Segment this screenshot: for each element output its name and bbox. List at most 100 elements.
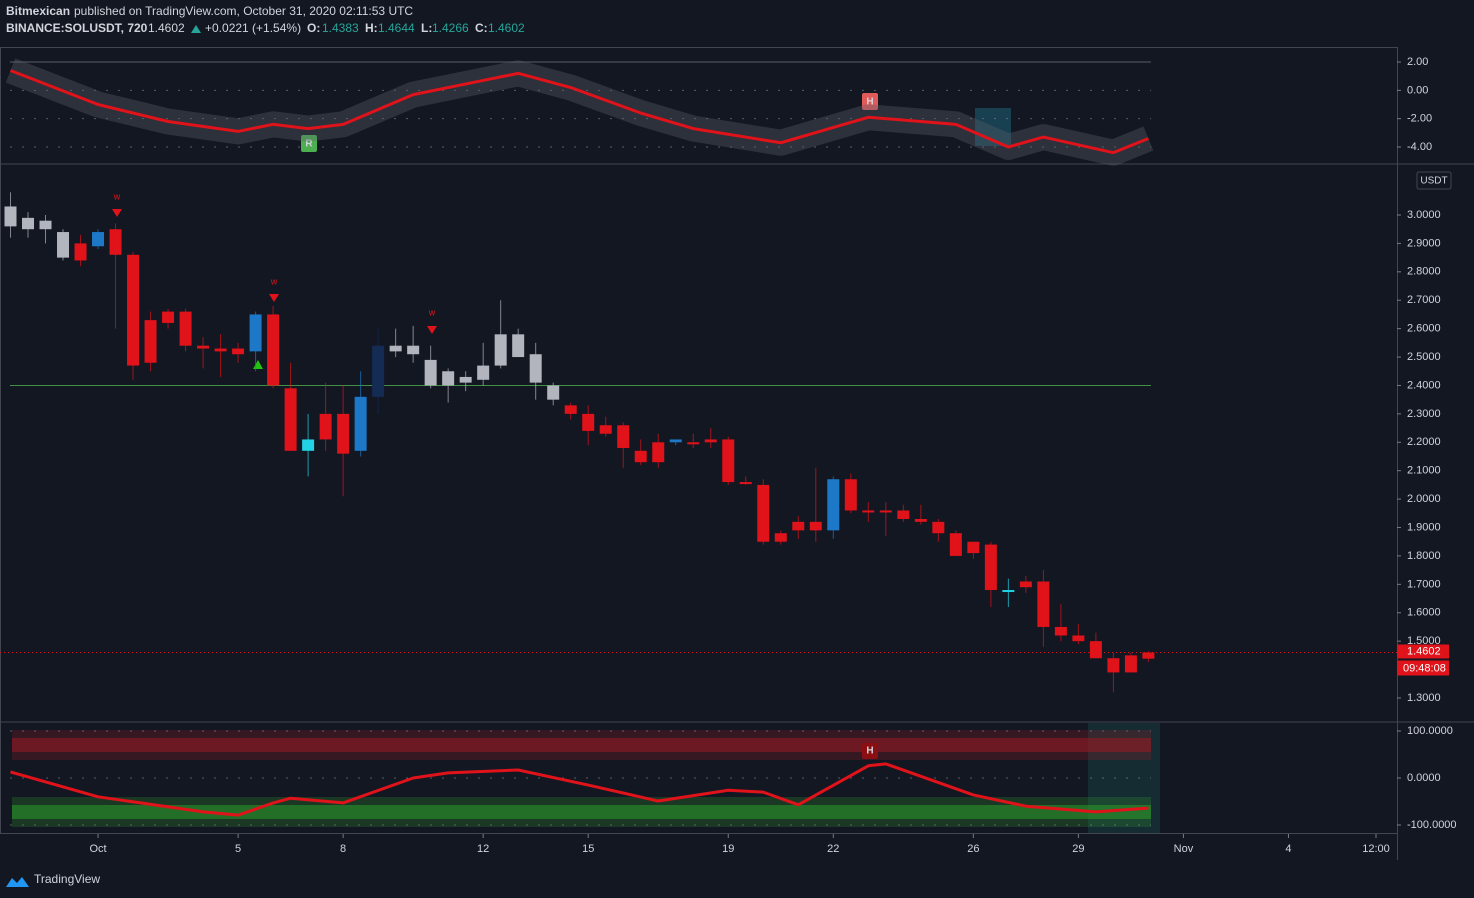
x-tick-label: 15 bbox=[582, 843, 594, 855]
price-box bbox=[1397, 644, 1449, 659]
candle-body bbox=[827, 479, 840, 531]
ob-band bbox=[12, 730, 1151, 760]
y-tick-label: 2.7000 bbox=[1407, 294, 1441, 306]
annotation: w bbox=[113, 191, 121, 201]
ohlc-label: L: bbox=[421, 21, 432, 35]
candle-body bbox=[162, 311, 175, 323]
ohlc-value: 1.4266 bbox=[432, 21, 469, 35]
y-tick-label: 1.6000 bbox=[1407, 607, 1441, 619]
y-tick-label: 2.6000 bbox=[1407, 323, 1441, 335]
last-price: 1.4602 bbox=[148, 21, 185, 35]
candle-body bbox=[757, 484, 770, 542]
candle-body bbox=[494, 334, 507, 366]
candle-body bbox=[897, 510, 910, 519]
countdown: 09:48:08 bbox=[1403, 662, 1446, 674]
x-tick-label: 4 bbox=[1285, 843, 1291, 855]
ohlc-label: H: bbox=[365, 21, 378, 35]
candle-body bbox=[704, 439, 717, 443]
published: published on TradingView.com, October 31… bbox=[74, 4, 413, 18]
candle-body bbox=[844, 479, 857, 511]
candle-body bbox=[879, 510, 892, 513]
candle-body bbox=[949, 533, 962, 556]
candle-body bbox=[529, 354, 542, 383]
x-tick-label: 26 bbox=[967, 843, 979, 855]
candle-body bbox=[599, 425, 612, 434]
candle-body bbox=[792, 521, 805, 531]
candle-body bbox=[459, 376, 472, 383]
annotation: H bbox=[866, 746, 873, 757]
y-tick-label: 2.9000 bbox=[1407, 237, 1441, 249]
y-tick-label: 2.00 bbox=[1407, 56, 1428, 68]
x-tick-label: Nov bbox=[1174, 843, 1194, 855]
candle-body bbox=[424, 359, 437, 386]
candle-body bbox=[4, 206, 17, 227]
candle-body bbox=[302, 439, 315, 451]
y-tick-label: 2.4000 bbox=[1407, 379, 1441, 391]
ohlc-label: C: bbox=[475, 21, 488, 35]
candle-body bbox=[197, 345, 210, 349]
y-tick-label: 1.8000 bbox=[1407, 550, 1441, 562]
candle-body bbox=[39, 220, 52, 230]
candle-body bbox=[967, 541, 980, 554]
oscillator-line bbox=[10, 762, 1149, 817]
candle-body bbox=[372, 345, 385, 397]
candle-body bbox=[284, 388, 297, 451]
x-tick-label: 29 bbox=[1072, 843, 1084, 855]
candle-body bbox=[74, 243, 87, 261]
badge bbox=[301, 135, 317, 152]
y-tick-label: 3.0000 bbox=[1407, 209, 1441, 221]
candle-body bbox=[1072, 635, 1085, 642]
ohlc-value: 1.4602 bbox=[488, 21, 525, 35]
candle-body bbox=[267, 314, 280, 386]
candle-body bbox=[547, 385, 560, 400]
candle-body bbox=[722, 439, 735, 483]
candle-body bbox=[862, 510, 875, 513]
candle-body bbox=[354, 396, 367, 451]
candle-body bbox=[564, 405, 577, 414]
candle-body bbox=[669, 439, 682, 443]
candle-body bbox=[634, 450, 647, 463]
y-tick-label: 1.5000 bbox=[1407, 635, 1441, 647]
candle-body bbox=[914, 518, 927, 522]
os-band bbox=[12, 805, 1151, 819]
candle-body bbox=[582, 413, 595, 431]
candle-body bbox=[442, 371, 455, 386]
annotation: R bbox=[305, 139, 313, 150]
candle-body bbox=[687, 442, 700, 445]
candle-body bbox=[319, 413, 332, 440]
candle-body bbox=[477, 365, 490, 380]
ohlc-value: 1.4383 bbox=[322, 21, 359, 35]
candle-body bbox=[127, 254, 140, 366]
annotation: H bbox=[866, 97, 873, 108]
y-tick-label: 2.0000 bbox=[1407, 493, 1441, 505]
candle-body bbox=[1054, 626, 1067, 636]
candle-body bbox=[739, 482, 752, 485]
y-tick-label: 0.00 bbox=[1407, 84, 1428, 96]
currency: USDT bbox=[1420, 176, 1447, 187]
x-tick-label: 12 bbox=[477, 843, 489, 855]
candle-body bbox=[232, 348, 245, 355]
candle-body bbox=[22, 217, 35, 230]
candle-body bbox=[774, 533, 787, 542]
y-tick-label: 2.1000 bbox=[1407, 465, 1441, 477]
candle-body bbox=[57, 232, 70, 258]
ohlc-value: 1.4644 bbox=[378, 21, 415, 35]
candle-body bbox=[1107, 658, 1120, 673]
candle-body bbox=[984, 544, 997, 591]
x-tick-label: 22 bbox=[827, 843, 839, 855]
candle-body bbox=[109, 229, 122, 255]
annotation: w bbox=[270, 276, 278, 286]
up-arrow bbox=[191, 25, 201, 33]
badge bbox=[862, 743, 878, 759]
y-tick-label: -100.0000 bbox=[1407, 819, 1457, 831]
oscillator-line bbox=[9, 69, 1149, 155]
change: +0.0221 (+1.54%) bbox=[205, 21, 301, 35]
y-tick-label: 1.3000 bbox=[1407, 692, 1441, 704]
brand: TradingView bbox=[34, 872, 100, 886]
candle-body bbox=[337, 413, 350, 454]
candle-body bbox=[179, 311, 192, 346]
y-tick-label: 2.5000 bbox=[1407, 351, 1441, 363]
y-tick-label: -2.00 bbox=[1407, 113, 1432, 125]
y-tick-label: 2.8000 bbox=[1407, 266, 1441, 278]
